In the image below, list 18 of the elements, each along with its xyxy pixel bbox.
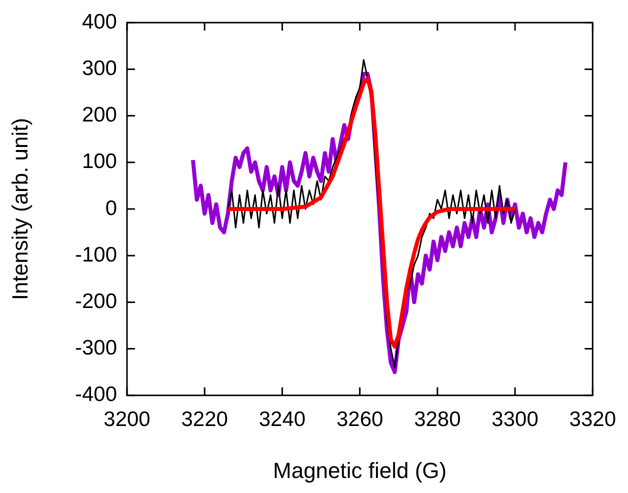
x-tick-label: 3260 [336,408,384,431]
y-axis-title: Intensity (arb. unit) [7,118,32,300]
y-tick-label: -300 [74,336,117,360]
y-tick-label: -100 [74,243,117,266]
y-tick-label: -400 [74,383,117,406]
x-tick-label: 3280 [414,408,461,431]
x-tick-label: 3320 [569,408,616,431]
x-tick-label: 3240 [258,408,306,431]
x-tick-label: 3220 [181,408,228,431]
y-tick-label: 200 [82,104,117,127]
y-tick-label: 300 [82,56,117,80]
y-tick-label: 400 [82,10,117,34]
x-axis-title: Magnetic field (G) [273,458,447,483]
y-tick-label: -200 [74,290,117,313]
x-tick-label: 3300 [492,408,538,431]
x-tick-label: 3200 [104,408,150,431]
y-tick-label: 0 [105,196,117,220]
y-tick-label: 100 [82,150,117,174]
